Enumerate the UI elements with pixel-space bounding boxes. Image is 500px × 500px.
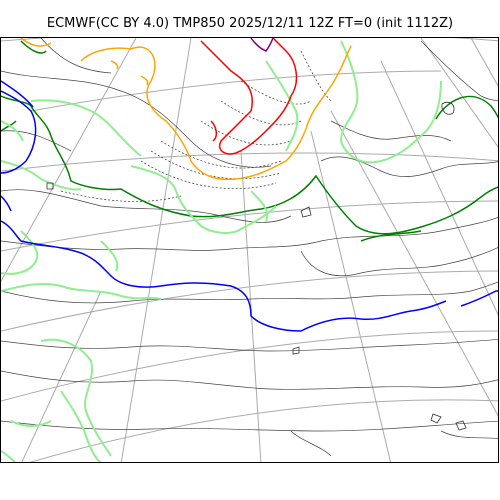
latitude-line	[1, 38, 498, 42]
meridian-line	[21, 290, 102, 462]
isotherm-blue	[1, 80, 498, 332]
meridian-line	[120, 38, 192, 462]
small-contours	[46, 101, 467, 431]
meridian-line	[470, 38, 498, 87]
latitude-line	[1, 330, 498, 402]
temperature-map	[1, 38, 498, 462]
meridian-line	[420, 38, 498, 148]
latitude-line	[30, 70, 442, 112]
isotherms-thin	[1, 38, 498, 457]
latitude-line	[1, 200, 498, 252]
graticule	[1, 38, 498, 462]
latitude-line	[1, 270, 498, 332]
isotherms-dotted	[60, 50, 332, 202]
map-panel	[0, 37, 499, 463]
isotherm-lightgreen	[1, 40, 442, 462]
isotherm-red	[200, 38, 298, 155]
isotherm-purple	[250, 38, 274, 52]
meridian-line	[380, 60, 498, 316]
latitude-line	[1, 152, 498, 172]
isotherm-green	[1, 40, 498, 242]
meridian-line	[310, 130, 392, 462]
isotherm-orange	[20, 38, 352, 181]
meridian-line	[1, 38, 137, 282]
latitude-line	[29, 399, 498, 462]
map-title: ECMWF(CC BY 4.0) TMP850 2025/12/11 12Z F…	[46, 16, 454, 31]
meridian-line	[330, 110, 498, 417]
